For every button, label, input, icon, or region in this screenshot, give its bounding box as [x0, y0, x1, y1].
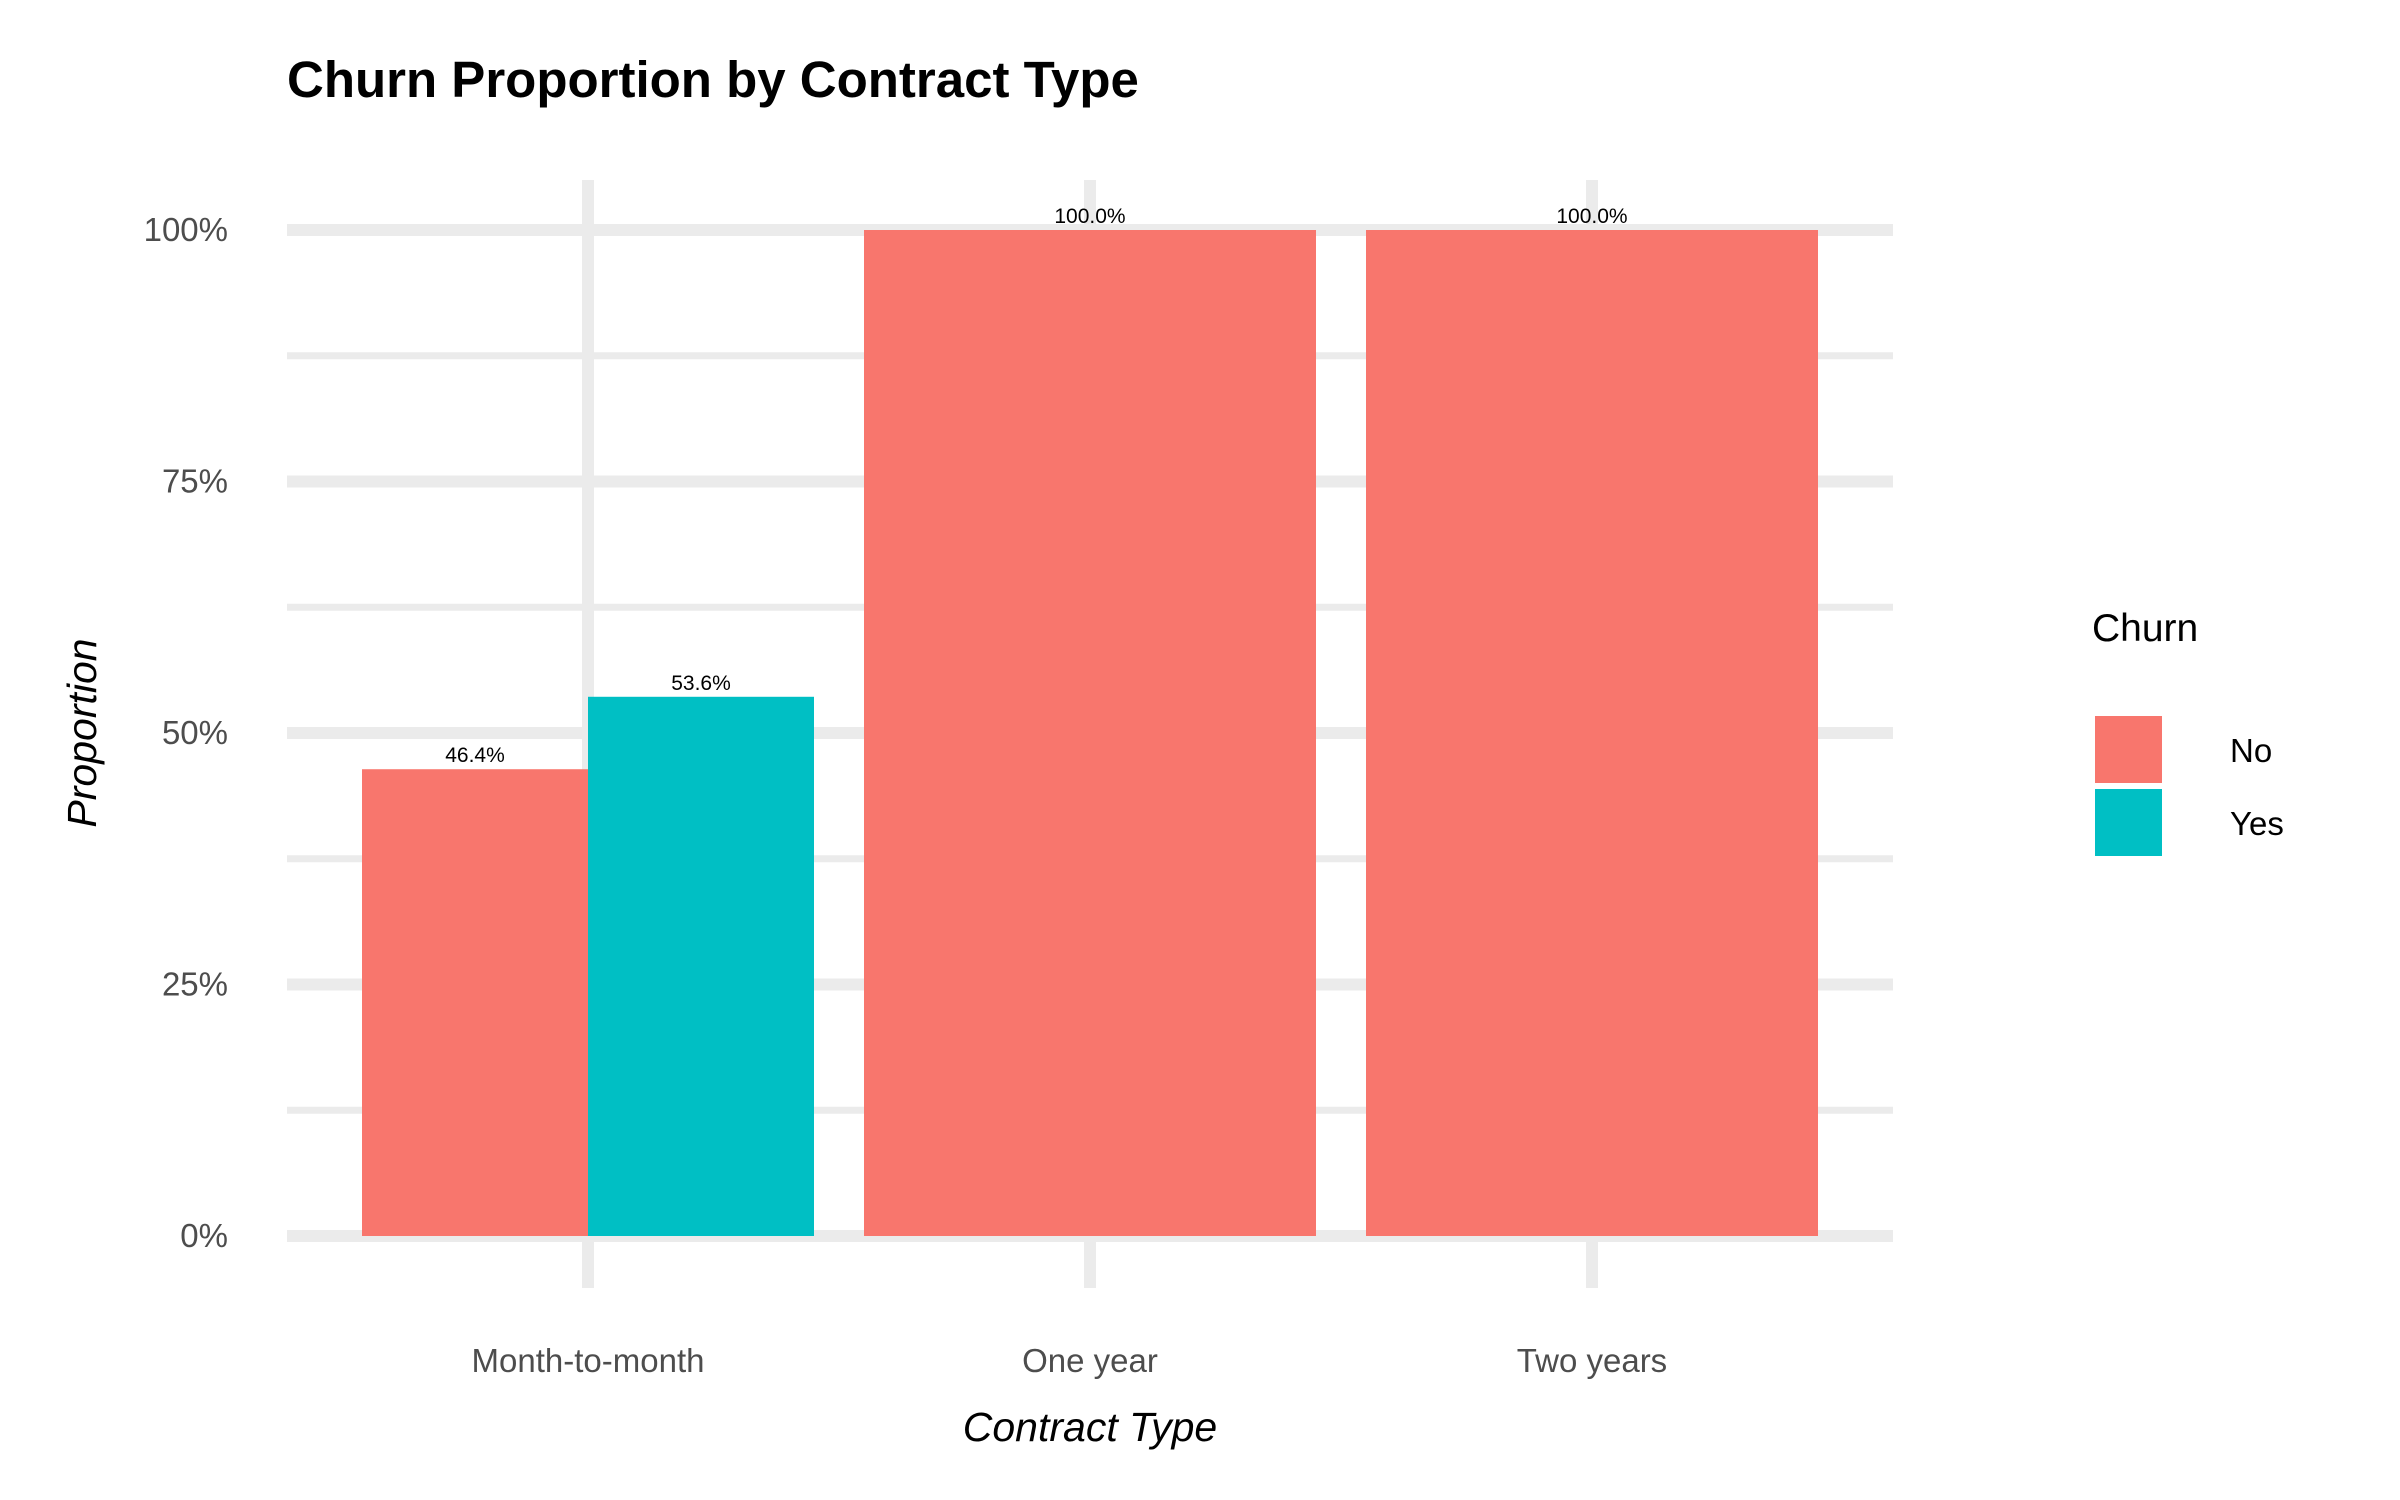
data-label: 100.0%: [1556, 205, 1627, 228]
y-tick-label: 100%: [144, 211, 228, 248]
bar-yes: [588, 696, 814, 1236]
bar-no: [864, 230, 1316, 1236]
axes: 0% 25% 50% 75% 100% Month-to-month One year Two…: [59, 211, 1667, 1450]
legend: Churn No Yes: [2092, 607, 2284, 856]
legend-key-no: [2095, 716, 2162, 783]
legend-label: No: [2230, 732, 2272, 769]
data-label: 53.6%: [671, 672, 731, 695]
y-tick-label: 0%: [180, 1217, 228, 1254]
y-tick-label: 50%: [162, 714, 228, 751]
y-tick-label: 25%: [162, 966, 228, 1003]
data-labels: 46.4% 53.6% 100.0% 100.0%: [445, 205, 1627, 767]
bar-no: [362, 769, 588, 1236]
y-axis-title: Proportion: [59, 638, 105, 827]
y-tick-label: 75%: [162, 463, 228, 500]
bar-no: [1366, 230, 1818, 1236]
data-label: 100.0%: [1054, 205, 1125, 228]
bars: [362, 230, 1818, 1236]
legend-label: Yes: [2230, 805, 2284, 842]
legend-title: Churn: [2092, 607, 2198, 650]
legend-key-yes: [2095, 789, 2162, 856]
x-tick-label: Two years: [1517, 1342, 1667, 1379]
x-axis-title: Contract Type: [963, 1404, 1217, 1450]
chart-title: Churn Proportion by Contract Type: [287, 51, 1139, 108]
data-label: 46.4%: [445, 744, 505, 767]
x-tick-label: Month-to-month: [472, 1342, 705, 1379]
x-tick-label: One year: [1022, 1342, 1158, 1379]
